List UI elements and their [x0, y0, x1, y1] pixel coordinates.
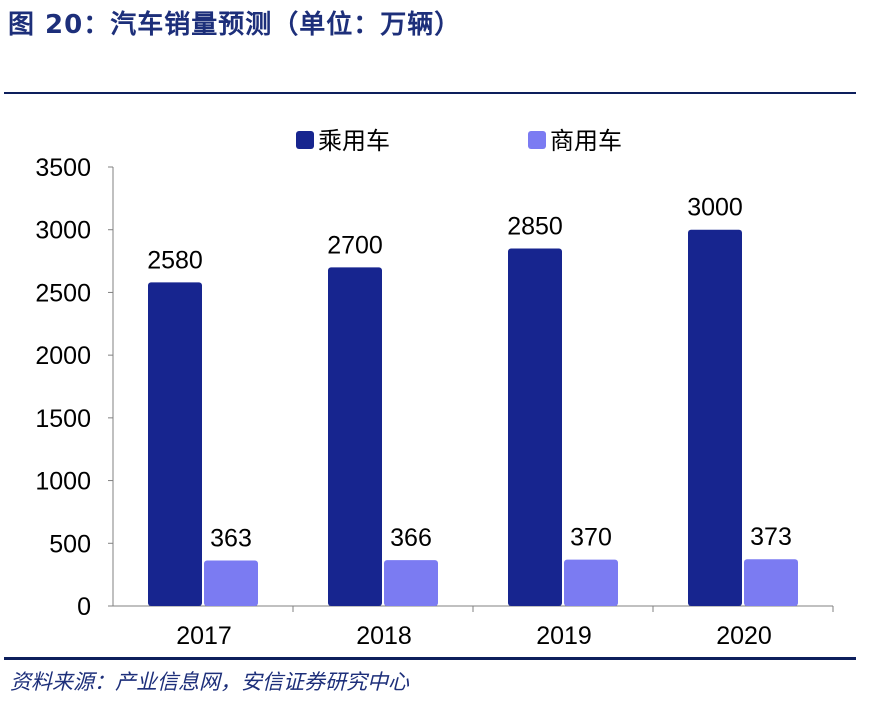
y-tick-label: 1500: [35, 405, 91, 433]
y-tick-label: 3000: [35, 217, 91, 245]
y-tick-label: 2000: [35, 342, 91, 370]
y-tick-label: 2500: [35, 279, 91, 307]
legend-swatch-commercial-vehicle: [528, 131, 546, 149]
data-label-commercial-vehicle: 363: [210, 524, 252, 552]
bar-passenger-car: [148, 282, 202, 606]
y-tick-label: 1000: [35, 468, 91, 496]
legend-swatch-passenger-car: [296, 131, 314, 149]
x-tick-label: 2018: [356, 622, 412, 650]
bar-commercial-vehicle: [204, 560, 258, 606]
data-label-commercial-vehicle: 370: [570, 524, 612, 552]
chart-data-labels: 2580 363 2700 366 2850 370 3000 373: [147, 194, 792, 553]
bar-passenger-car: [688, 229, 742, 606]
x-tick-label: 2020: [716, 622, 772, 650]
data-label-passenger-car: 2580: [147, 246, 203, 274]
data-label-passenger-car: 2850: [507, 213, 563, 241]
y-tick-label: 3500: [35, 154, 91, 182]
bar-commercial-vehicle: [564, 559, 618, 606]
figure-title: 图 20：汽车销量预测（单位：万辆）: [8, 10, 462, 40]
bar-passenger-car: [328, 267, 382, 606]
chart-bars: [148, 229, 798, 606]
bar-commercial-vehicle: [744, 559, 798, 606]
bar-commercial-vehicle: [384, 560, 438, 606]
data-label-commercial-vehicle: 373: [750, 523, 792, 551]
data-label-passenger-car: 3000: [687, 194, 743, 222]
source-note: 资料来源：产业信息网，安信证券研究中心: [10, 670, 409, 694]
y-tick-label: 500: [49, 530, 91, 558]
chart-legend: 乘用车 商用车: [296, 128, 622, 155]
legend-label-commercial-vehicle: 商用车: [550, 128, 622, 155]
data-label-passenger-car: 2700: [327, 231, 383, 259]
header-rule: [4, 92, 856, 94]
bar-passenger-car: [508, 248, 562, 606]
footer-rule: [4, 657, 856, 660]
x-tick-label: 2019: [536, 622, 592, 650]
legend-label-passenger-car: 乘用车: [318, 128, 390, 155]
data-label-commercial-vehicle: 366: [390, 524, 432, 552]
y-tick-label: 0: [77, 593, 91, 621]
x-tick-label: 2017: [176, 622, 232, 650]
